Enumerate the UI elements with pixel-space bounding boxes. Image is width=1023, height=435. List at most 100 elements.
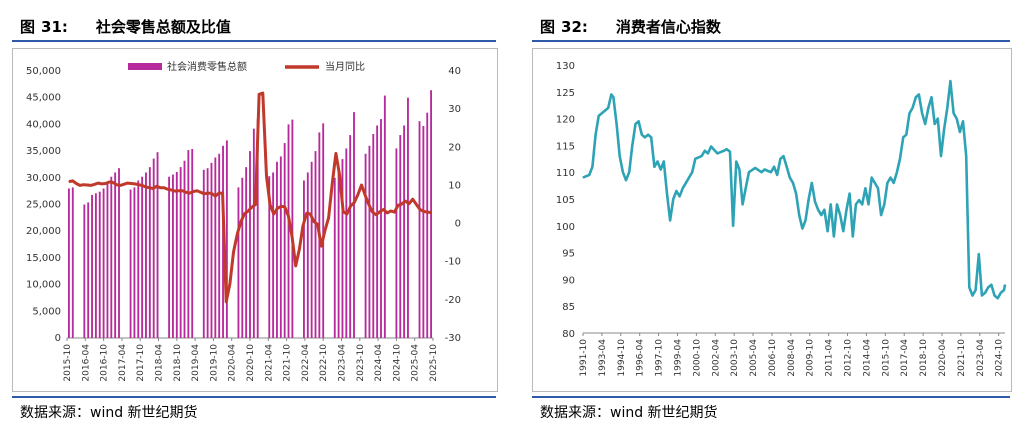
confidence-point <box>786 166 788 168</box>
confidence-point <box>625 179 627 181</box>
confidence-point <box>946 107 948 109</box>
confidence-point <box>871 176 873 179</box>
yoy-point <box>108 181 110 183</box>
bar <box>145 172 147 338</box>
bar <box>376 125 379 338</box>
source-note: 数据来源：wind 新世纪期货 <box>20 405 198 421</box>
bar <box>202 169 205 338</box>
confidence-point <box>610 93 612 96</box>
x-tick-label: 2003-10 <box>730 339 740 377</box>
bar <box>83 204 86 338</box>
bar <box>268 176 271 338</box>
confidence-point <box>1004 284 1006 286</box>
confidence-point <box>672 198 674 200</box>
confidence-point <box>773 166 775 168</box>
confidence-point <box>814 201 816 203</box>
x-tick-label: 2024-10 <box>392 344 402 382</box>
confidence-point <box>760 171 763 173</box>
figure-title: 图 31: 社会零售总额及比值 <box>20 16 231 37</box>
bar <box>206 168 209 338</box>
yoy-point <box>386 212 388 214</box>
y-right-tick-label: 20 <box>448 142 461 153</box>
consumer-confidence-chart: 80 85 90 95 100 105 110 115 120 125 130 1991-10 1993… <box>556 61 1007 377</box>
confidence-point <box>899 158 901 160</box>
y-left-tick-label: 50,000 <box>26 66 61 77</box>
confidence-point <box>943 128 945 130</box>
y-tick-label: 125 <box>556 88 575 99</box>
confidence-point <box>732 225 734 227</box>
y-tick-label: 105 <box>556 195 575 206</box>
yoy-point <box>415 203 417 206</box>
x-tick-label: 2012-10 <box>844 339 854 377</box>
x-tick-label: 2015-10 <box>63 344 73 382</box>
yoy-point <box>412 198 414 200</box>
yoy-point <box>419 208 421 211</box>
confidence-point <box>666 193 668 195</box>
confidence-point <box>842 230 844 232</box>
bar <box>426 112 429 338</box>
yoy-point <box>243 213 246 215</box>
yoy-point <box>134 183 136 185</box>
x-tick-label: 1997-10 <box>655 339 665 377</box>
y-right-tick-label: 0 <box>455 219 461 230</box>
confidence-point <box>726 148 728 150</box>
yoy-point <box>262 92 264 94</box>
bar <box>98 191 101 338</box>
yoy-point <box>273 213 275 215</box>
confidence-point <box>864 187 866 189</box>
x-tick-label: 2018-10 <box>173 344 183 382</box>
x-tick-label: 2011-04 <box>825 339 835 377</box>
confidence-point <box>952 112 955 114</box>
confidence-point <box>650 136 652 138</box>
yoy-point <box>152 187 154 190</box>
x-tick-label: 2016-10 <box>100 344 110 382</box>
confidence-point <box>893 182 895 184</box>
yoy-point <box>181 190 183 192</box>
yoy-point <box>302 224 304 227</box>
x-tick-label: 2018-04 <box>155 344 165 382</box>
x-tick-label: 2023-04 <box>338 344 348 382</box>
yoy-point <box>404 200 407 202</box>
confidence-point <box>801 227 803 230</box>
x-tick-label: 2015-10 <box>881 339 891 377</box>
yoy-point <box>295 265 297 267</box>
figure-label: 图 <box>20 18 36 36</box>
bar <box>252 128 255 338</box>
confidence-point <box>808 198 810 200</box>
confidence-point <box>588 174 590 176</box>
consumer-confidence-chart-frame: 80 85 90 95 100 105 110 115 120 125 130 1991-10 1993… <box>532 48 1012 392</box>
yoy-point <box>254 203 257 206</box>
confidence-point <box>691 171 693 173</box>
confidence-point <box>710 145 712 148</box>
confidence-line <box>582 79 1007 300</box>
confidence-point <box>883 203 885 205</box>
bar <box>218 153 221 338</box>
bar <box>137 180 140 338</box>
bar <box>276 161 278 338</box>
x-tick-label: 1999-04 <box>673 339 683 377</box>
yoy-point <box>368 203 370 206</box>
yoy-point <box>90 184 92 187</box>
yoy-point <box>265 175 268 177</box>
yoy-point <box>276 207 279 209</box>
confidence-point <box>867 203 870 205</box>
legend-bar-label: 社会消费零售总额 <box>167 60 247 73</box>
confidence-point <box>968 286 970 289</box>
confidence-point <box>741 203 744 205</box>
y-left-tick-label: 15,000 <box>26 253 61 264</box>
x-tick-label: 1994-10 <box>617 339 627 377</box>
bar <box>383 95 386 338</box>
retail-sales-chart-frame: 0 5,000 10,000 15,000 20,000 25,000 30,000 35,0… <box>12 48 498 392</box>
bar <box>172 174 174 338</box>
confidence-point <box>912 107 914 109</box>
confidence-point <box>981 294 983 297</box>
confidence-point <box>798 214 800 216</box>
bar <box>152 158 155 338</box>
yoy-point <box>240 221 242 223</box>
bar <box>310 161 313 338</box>
legend-bar-swatch <box>128 63 162 70</box>
bar <box>214 157 217 338</box>
x-tick-label: 1996-04 <box>636 339 646 377</box>
yoy-point <box>115 184 118 186</box>
yoy-point <box>221 192 224 194</box>
